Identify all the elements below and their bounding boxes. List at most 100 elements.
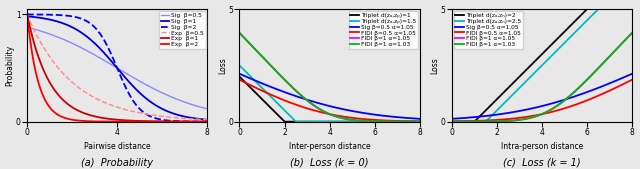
Exp  β=1 — [159, 120, 166, 122]
Y-axis label: Probability: Probability — [6, 45, 15, 86]
X-axis label: Pairwise distance: Pairwise distance — [84, 142, 150, 151]
Line: Sig  β=0.5: Sig β=0.5 — [27, 27, 207, 109]
Sig β=0.5 α=1.05 — [623, 75, 630, 77]
Sig β=0.5 α=1.05 — [623, 75, 630, 77]
Sig  β=0.5 — [55, 37, 63, 39]
FIDI β=1 α=1.03 — [416, 121, 424, 123]
FIDI β=1 α=1.03 — [448, 121, 456, 123]
FIDI β=1 α=1.03 — [378, 120, 385, 123]
Triplet d(zₐ,zₚ)=1.5 — [378, 121, 385, 123]
Exp  β=0.5 — [105, 103, 113, 105]
X-axis label: Intra-person distance: Intra-person distance — [501, 142, 583, 151]
Triplet d(zₐ,zₙ)=2.5 — [457, 121, 465, 123]
Triplet d(zₐ,zₚ)=1.5 — [319, 121, 326, 123]
Exp  β=2 — [55, 114, 63, 116]
Sig  β=1 — [105, 57, 113, 59]
Exp  β=1 — [55, 95, 63, 97]
FIDI β=0.5 α=1.05 — [378, 119, 385, 121]
Exp  β=2 — [23, 13, 31, 15]
FIDI β=1 α=1.03 — [410, 121, 418, 123]
Triplet d(zₐ,zₚ)=1.5 — [236, 64, 243, 66]
Line: FIDI β=0.5 α=1.05: FIDI β=0.5 α=1.05 — [452, 80, 632, 121]
FIDI β=1 α=1.05 — [323, 112, 331, 114]
FIDI β=0.5 α=1.05 — [536, 114, 543, 116]
Sig  β=2 — [23, 14, 31, 16]
Line: Triplet d(zₐ,zₚ)=1.5: Triplet d(zₐ,zₚ)=1.5 — [239, 65, 420, 122]
FIDI β=1 α=1.05 — [245, 41, 253, 43]
Legend: Sig  β=0.5, Sig  β=1, Sig  β=2, Exp  β=0.5, Exp  β=1, Exp  β=2: Sig β=0.5, Sig β=1, Sig β=2, Exp β=0.5, … — [159, 11, 205, 49]
Triplet d(zₐ,zₙ)=2.5 — [448, 121, 456, 123]
FIDI β=1 α=1.03 — [536, 114, 543, 116]
FIDI β=1 α=1.03 — [628, 32, 636, 34]
Triplet d(zₐ,zₙ)=2 — [623, 8, 630, 10]
Exp  β=2 — [129, 121, 137, 123]
Line: FIDI β=1 α=1.03: FIDI β=1 α=1.03 — [239, 33, 420, 122]
FIDI β=1 α=1.03 — [457, 121, 465, 123]
Triplet d(zₐ,zₙ)=2 — [623, 8, 631, 10]
Exp  β=1 — [23, 13, 31, 15]
FIDI β=0.5 α=1.05 — [323, 113, 331, 115]
FIDI β=1 α=1.05 — [378, 120, 385, 123]
Exp  β=1 — [129, 120, 137, 122]
Triplet d(zₐ,zₚ)=1.5 — [292, 121, 300, 123]
Sig  β=1 — [159, 108, 166, 110]
FIDI β=1 α=1.05 — [457, 121, 465, 123]
Sig  β=1 — [55, 21, 63, 23]
Triplet d(zₐ,zₚ)=1 — [319, 121, 326, 123]
Triplet d(zₐ,zₚ)=1 — [236, 76, 243, 78]
Y-axis label: Loss: Loss — [430, 57, 440, 74]
Triplet d(zₐ,zₚ)=1 — [411, 121, 419, 123]
Triplet d(zₐ,zₙ)=2 — [531, 60, 539, 62]
Triplet d(zₐ,zₙ)=2.5 — [595, 8, 602, 10]
FIDI β=0.5 α=1.05 — [411, 120, 419, 122]
Sig  β=1 — [70, 27, 77, 29]
Line: Triplet d(zₐ,zₙ)=2.5: Triplet d(zₐ,zₙ)=2.5 — [452, 9, 632, 122]
Exp  β=2 — [70, 119, 77, 121]
Sig  β=1 — [23, 15, 31, 17]
FIDI β=1 α=1.05 — [410, 121, 418, 123]
FIDI β=0.5 α=1.05 — [448, 120, 456, 122]
FIDI β=0.5 α=1.05 — [245, 83, 253, 85]
Sig  β=0.5 — [129, 77, 137, 79]
FIDI β=1 α=1.05 — [623, 37, 630, 39]
FIDI β=1 α=1.05 — [623, 37, 630, 39]
Line: Sig  β=2: Sig β=2 — [27, 15, 207, 122]
Text: (b)  Loss (k = 0): (b) Loss (k = 0) — [291, 158, 369, 168]
Triplet d(zₐ,zₚ)=1.5 — [323, 121, 331, 123]
FIDI β=1 α=1.03 — [323, 112, 331, 114]
Sig  β=0.5 — [70, 43, 77, 45]
FIDI β=0.5 α=1.05 — [457, 120, 465, 122]
Text: (c)  Loss (k = 1): (c) Loss (k = 1) — [503, 158, 580, 168]
Sig β=0.5 α=1.05 — [531, 107, 539, 109]
Legend: Triplet d(zₐ,zₚ)=1, Triplet d(zₐ,zₚ)=1.5, Sig β=0.5 α=1.05, FIDI β=0.5 α=1.05, F: Triplet d(zₐ,zₚ)=1, Triplet d(zₐ,zₚ)=1.5… — [349, 11, 418, 49]
Triplet d(zₐ,zₚ)=1.5 — [416, 121, 424, 123]
Triplet d(zₐ,zₚ)=1 — [245, 85, 253, 87]
Triplet d(zₐ,zₚ)=1 — [378, 121, 385, 123]
Triplet d(zₐ,zₙ)=2.5 — [536, 67, 543, 69]
Triplet d(zₐ,zₙ)=2.5 — [590, 13, 598, 15]
FIDI β=1 α=1.05 — [590, 72, 598, 74]
Triplet d(zₐ,zₙ)=2 — [536, 56, 543, 58]
Sig  β=0.5 — [159, 92, 166, 94]
Sig β=0.5 α=1.05 — [410, 117, 418, 119]
Triplet d(zₐ,zₚ)=1.5 — [245, 74, 253, 76]
FIDI β=0.5 α=1.05 — [623, 81, 630, 83]
FIDI β=0.5 α=1.05 — [623, 81, 630, 83]
Triplet d(zₐ,zₙ)=2.5 — [623, 8, 630, 10]
Line: FIDI β=0.5 α=1.05: FIDI β=0.5 α=1.05 — [239, 80, 420, 121]
Line: Sig β=0.5 α=1.05: Sig β=0.5 α=1.05 — [452, 74, 632, 119]
Sig  β=2 — [204, 121, 211, 123]
Exp  β=0.5 — [159, 115, 166, 117]
FIDI β=0.5 α=1.05 — [590, 97, 598, 99]
Triplet d(zₐ,zₚ)=1.5 — [411, 121, 419, 123]
Exp  β=2 — [105, 121, 113, 123]
Triplet d(zₐ,zₚ)=1 — [323, 121, 331, 123]
Line: Exp  β=2: Exp β=2 — [27, 14, 207, 122]
Exp  β=2 — [159, 121, 166, 123]
Sig β=0.5 α=1.05 — [323, 104, 331, 106]
Triplet d(zₐ,zₙ)=2.5 — [531, 72, 539, 74]
Line: FIDI β=1 α=1.05: FIDI β=1 α=1.05 — [452, 33, 632, 122]
FIDI β=1 α=1.03 — [245, 41, 253, 43]
Exp  β=1 — [204, 121, 211, 123]
Triplet d(zₐ,zₙ)=2 — [628, 8, 636, 10]
